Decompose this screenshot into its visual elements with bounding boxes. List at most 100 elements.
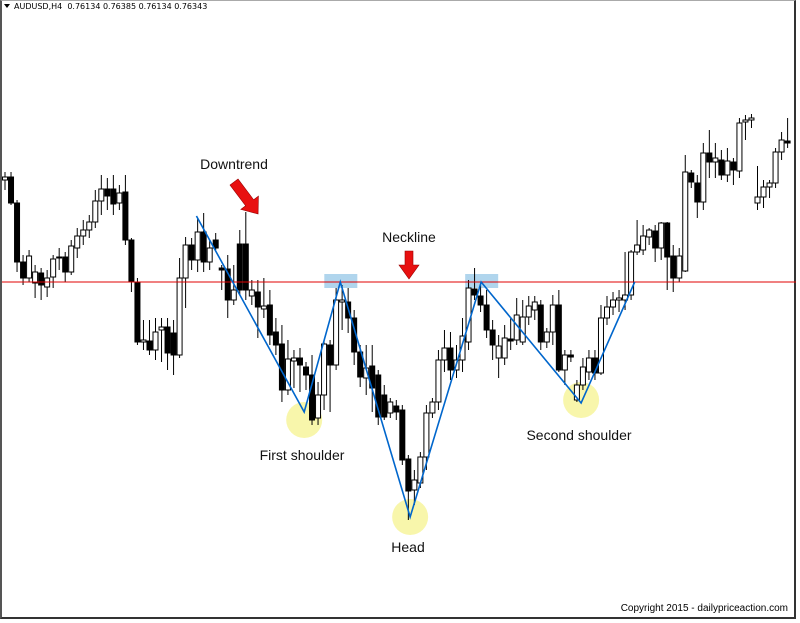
candle <box>152 318 159 360</box>
bear-candle-body <box>309 374 316 421</box>
bear-candle-body <box>652 230 659 249</box>
label-first-shoulder: First shoulder <box>259 447 345 463</box>
candle <box>760 180 767 208</box>
candle <box>248 280 255 305</box>
bull-candle-body <box>682 171 689 272</box>
bull-candle-body <box>50 258 57 278</box>
candle <box>646 228 653 245</box>
candle <box>682 155 689 272</box>
candle <box>236 230 243 295</box>
dropdown-triangle-icon[interactable] <box>4 4 10 8</box>
bear-candle-body <box>399 409 406 461</box>
bear-candle-body <box>104 188 111 197</box>
bull-candle-body <box>26 255 33 279</box>
bear-candle-body <box>242 243 249 291</box>
candle <box>429 398 436 418</box>
candle <box>38 268 45 300</box>
bear-candle-body <box>670 255 677 279</box>
copyright-text: Copyright 2015 - dailypriceaction.com <box>620 603 788 614</box>
candle <box>718 150 725 180</box>
candle <box>182 237 189 308</box>
bull-candle-body <box>634 244 641 253</box>
candle <box>80 220 87 245</box>
bear-candle-body <box>38 272 45 286</box>
candle <box>513 298 520 345</box>
candle <box>742 115 749 140</box>
bear-candle-body <box>477 295 484 306</box>
bear-candle-body <box>14 202 21 263</box>
bull-candle-body <box>712 157 719 163</box>
candle <box>411 470 418 505</box>
bull-candle-body <box>640 235 647 251</box>
candle <box>610 292 617 315</box>
label-head: Head <box>391 539 425 555</box>
candle <box>772 148 779 188</box>
candle <box>604 296 610 325</box>
candle <box>272 318 279 355</box>
candle <box>315 382 322 425</box>
bear-candle-body <box>236 243 243 291</box>
bear-candle-body <box>381 394 388 418</box>
chart-header: AUDUSD,H4 0.76134 0.76385 0.76134 0.7634… <box>4 2 207 11</box>
bull-candle-body <box>549 304 556 333</box>
bear-candle-body <box>20 261 27 279</box>
candle <box>724 148 731 182</box>
bear-candle-body <box>110 188 117 205</box>
bull-candle-body <box>339 299 346 303</box>
bull-candle-body <box>182 244 189 279</box>
head-and-shoulders-line <box>195 215 636 520</box>
candle <box>676 248 683 282</box>
candle <box>640 225 647 255</box>
bull-candle-body <box>32 271 39 284</box>
bear-candle-body <box>447 347 454 371</box>
bull-candle-body <box>230 289 237 301</box>
bear-candle-body <box>507 338 514 342</box>
bull-candle-body <box>56 256 63 259</box>
bear-candle-body <box>296 357 303 366</box>
bull-candle-body <box>748 117 755 121</box>
candle <box>483 290 490 338</box>
candle <box>501 325 508 365</box>
bull-candle-body <box>754 196 761 204</box>
bull-candle-body <box>543 331 550 343</box>
bear-candle-body <box>128 239 135 283</box>
candle <box>531 296 538 320</box>
candle <box>26 250 33 282</box>
bull-candle-body <box>501 337 508 359</box>
candle <box>309 355 316 425</box>
candle <box>393 400 400 420</box>
candle <box>357 345 364 387</box>
bull-candle-body <box>766 182 773 188</box>
candle <box>543 328 550 348</box>
candle <box>748 114 755 128</box>
candle <box>8 172 15 205</box>
bear-candle-body <box>8 176 15 204</box>
bull-candle-body <box>561 354 568 371</box>
candle <box>579 358 586 390</box>
candle <box>567 350 574 362</box>
bear-candle-body <box>375 374 382 418</box>
bear-candle-body <box>489 329 496 346</box>
candle <box>224 255 231 318</box>
candle <box>134 278 141 345</box>
bull-candle-body <box>610 299 617 308</box>
bear-candle-body <box>694 182 701 203</box>
bear-candle-body <box>303 366 309 376</box>
candle <box>387 398 394 418</box>
candle <box>369 345 376 412</box>
bull-candle-body <box>333 299 340 366</box>
bull-candle-body <box>206 247 213 263</box>
bear-candle-body <box>122 191 129 241</box>
bull-candle-body <box>86 221 93 231</box>
downtrend-arrow-icon <box>229 178 259 215</box>
candle <box>754 166 761 210</box>
candle <box>489 320 496 360</box>
candle <box>688 170 695 188</box>
candle <box>616 290 623 312</box>
candle <box>56 248 63 270</box>
bear-candle-body <box>146 340 153 351</box>
candle <box>74 228 81 258</box>
bull-candle-body <box>74 235 81 249</box>
